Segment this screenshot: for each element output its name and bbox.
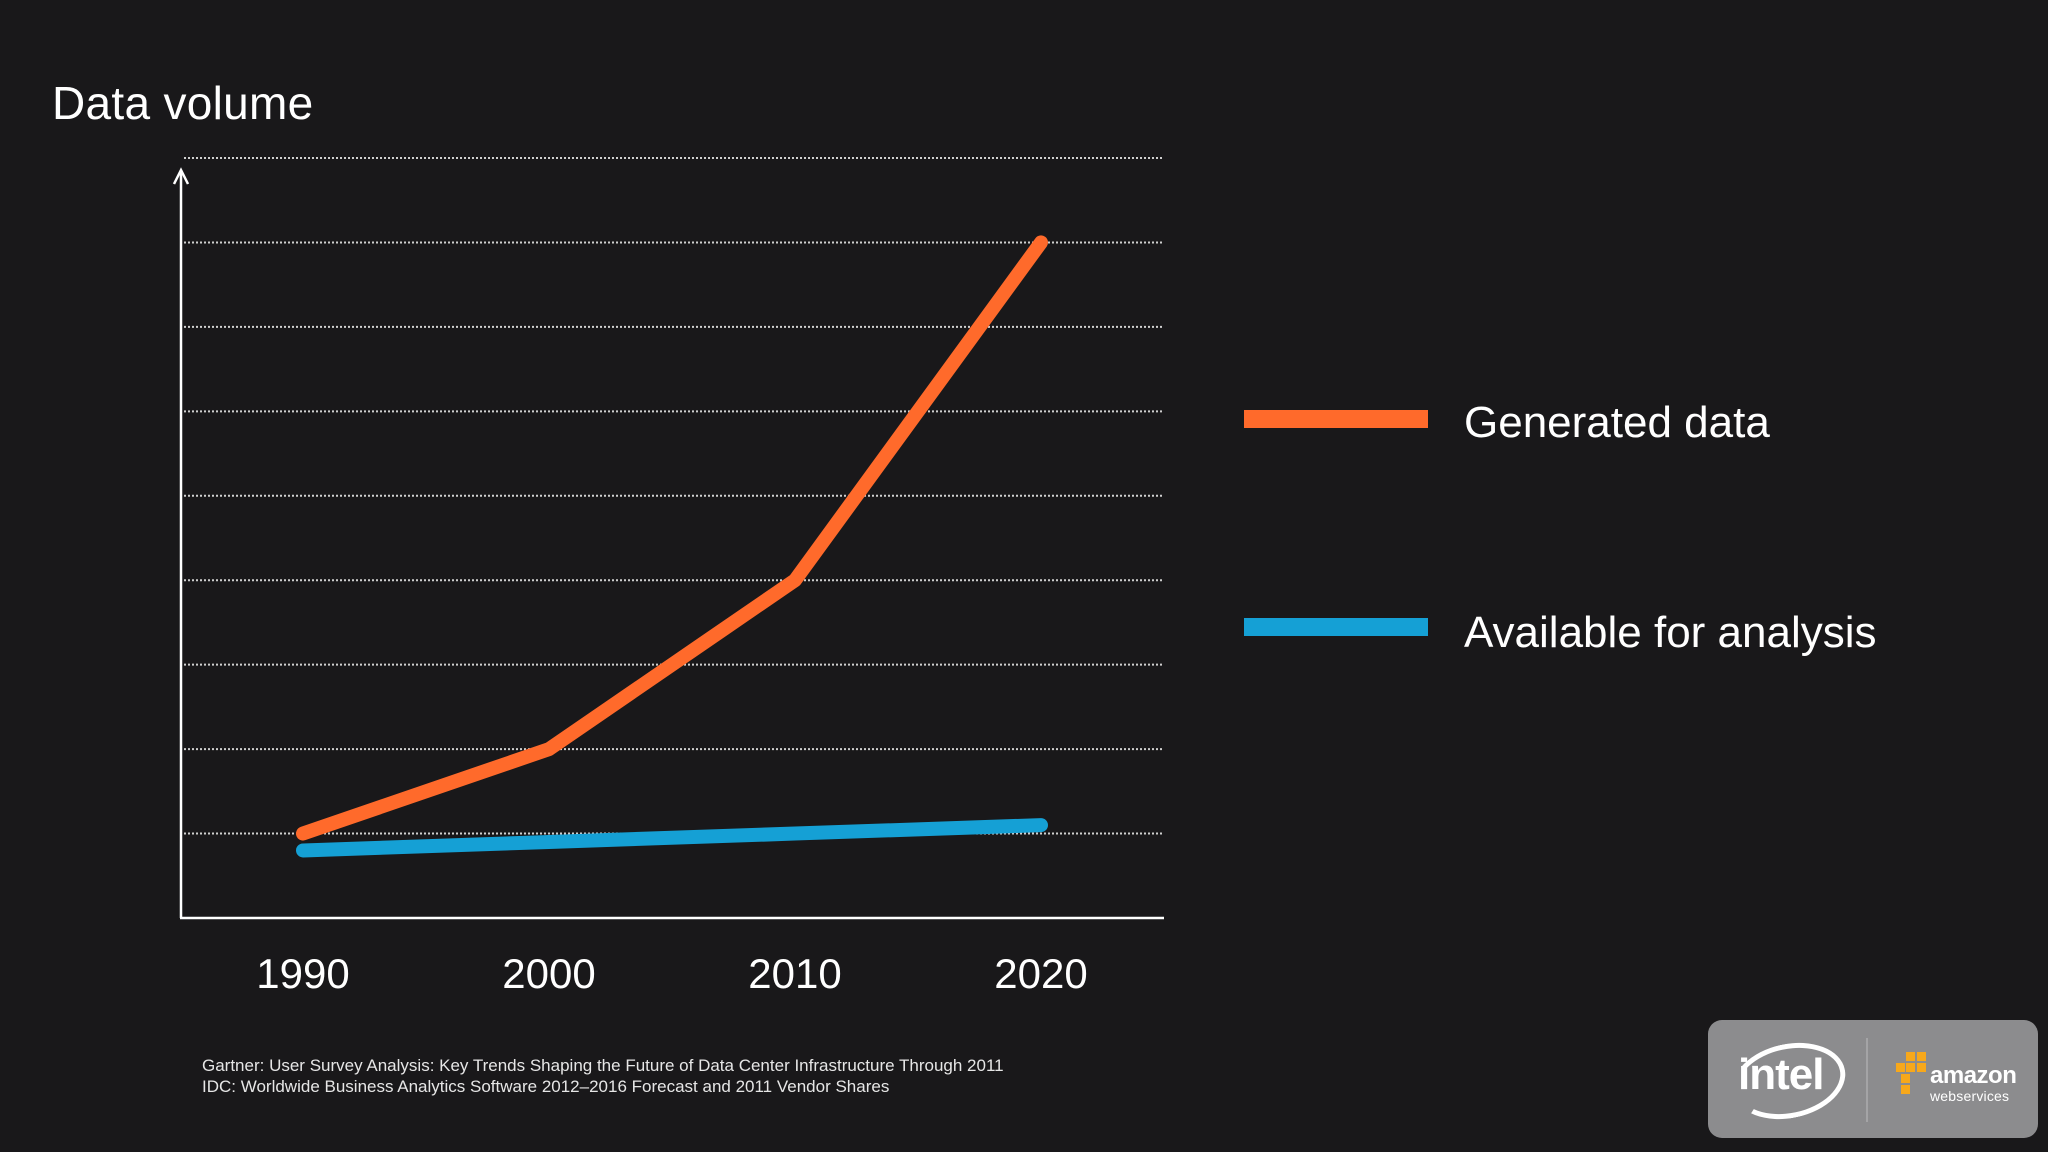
x-tick-label: 1990: [256, 950, 349, 997]
source-gartner: Gartner: User Survey Analysis: Key Trend…: [202, 1056, 1004, 1075]
source-citations: Gartner: User Survey Analysis: Key Trend…: [202, 1055, 1004, 1097]
x-tick-label: 2020: [994, 950, 1087, 997]
legend-label-generated: Generated data: [1464, 398, 1770, 447]
sponsor-logos: intel amazon webservices: [1708, 1020, 2038, 1138]
chart-title: Data volume: [52, 77, 314, 129]
source-idc: IDC: Worldwide Business Analytics Softwa…: [202, 1077, 890, 1096]
logo-divider: [1866, 1038, 1868, 1122]
legend-label-available: Available for analysis: [1464, 608, 1877, 657]
x-tick-label: 2000: [502, 950, 595, 997]
x-tick-label: 2010: [748, 950, 841, 997]
legend-swatch-generated: [1244, 410, 1428, 428]
aws-logo-sub: webservices: [1930, 1088, 2010, 1104]
aws-logo-name: amazon: [1930, 1062, 2017, 1089]
y-axis-arrow: [172, 167, 190, 185]
legend-swatch-available: [1244, 618, 1428, 636]
aws-cubes-icon: [1896, 1052, 1926, 1094]
intel-logo: intel: [1738, 1050, 1824, 1099]
gridlines: [184, 157, 1162, 835]
series-line-available: [296, 818, 1048, 858]
axes: [172, 167, 1164, 920]
series-line-generated: [296, 235, 1048, 841]
